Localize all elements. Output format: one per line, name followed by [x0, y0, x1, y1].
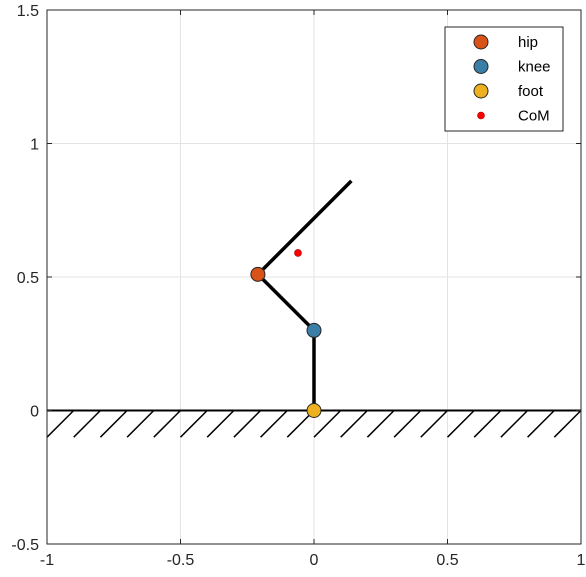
x-tick-label: 0.5 [436, 552, 458, 569]
knee-point [306, 322, 322, 338]
legend-label-hip: hip [518, 34, 538, 51]
legend-label-foot: foot [518, 83, 544, 100]
x-tick-label: -1 [40, 552, 54, 569]
legend-marker-hip [473, 34, 489, 50]
legend-marker-foot [473, 83, 489, 99]
foot-point [306, 403, 322, 418]
legend: hip knee foot CoM [444, 26, 564, 132]
ground-hatch-2 [73, 409, 101, 438]
ground-hatch-8 [233, 409, 262, 438]
ground-hatch-13 [366, 409, 395, 438]
ground-hatch-20 [553, 409, 581, 438]
CoM-point [294, 249, 302, 257]
legend-label-CoM: CoM [518, 108, 550, 125]
ground-hatch-9 [260, 409, 288, 438]
y-tick-label: 1.5 [17, 3, 39, 20]
ground-hatch-14 [393, 409, 422, 438]
ground-hatch-17 [473, 409, 502, 438]
hip-point [250, 266, 266, 282]
y-tick-label: 0 [30, 404, 39, 421]
ground-hatch-3 [99, 409, 128, 438]
ground-hatch-7 [206, 409, 235, 438]
ground-hatch-4 [126, 409, 155, 438]
legend-marker-knee [473, 59, 489, 74]
ground [47, 409, 581, 438]
x-tick-label: 0 [310, 552, 319, 569]
legend-box [444, 26, 564, 132]
leg-links [256, 179, 353, 411]
ground-hatch-12 [340, 409, 368, 438]
legend-label-knee: knee [518, 59, 551, 76]
ground-hatch-15 [420, 409, 449, 438]
x-tick-label: -0.5 [167, 552, 195, 569]
ground-hatch-19 [527, 409, 555, 438]
ground-hatch-1 [47, 409, 75, 438]
legend-marker-CoM [477, 111, 485, 120]
ground-hatch-16 [446, 409, 475, 438]
y-tick-label: 1 [30, 137, 39, 154]
y-tick-label: -0.5 [11, 537, 39, 554]
link-torso [256, 179, 353, 276]
link-thigh [256, 273, 316, 332]
ground-hatch-11 [313, 409, 342, 438]
y-tick-label: 0.5 [17, 270, 39, 287]
x-tick-label: 1 [577, 552, 586, 569]
ground-hatch-6 [179, 409, 208, 438]
ground-hatch-5 [153, 409, 182, 438]
joint-points [250, 249, 322, 418]
ground-hatch-18 [500, 409, 529, 438]
axis-ticks: -1 -0.5 0 0.5 1-0.500.511.5 [11, 3, 585, 569]
